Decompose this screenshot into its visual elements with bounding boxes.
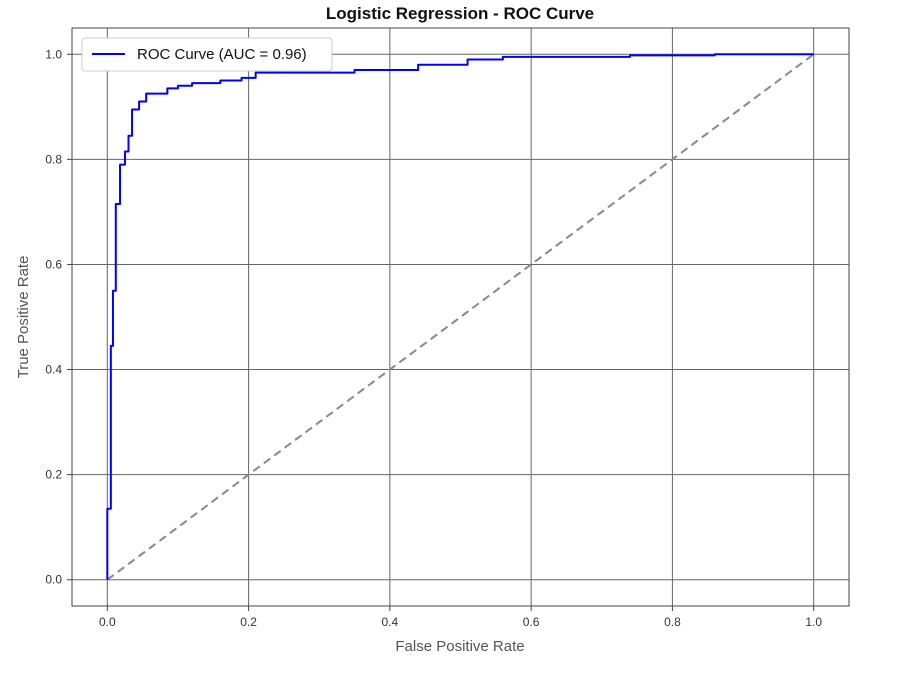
plot-area-frame — [71, 27, 850, 607]
x-tick-label: 1.0 — [805, 615, 822, 629]
chart-title: Logistic Regression - ROC Curve — [326, 4, 594, 23]
legend-label-roc: ROC Curve (AUC = 0.96) — [137, 46, 307, 63]
y-tick-label: 0.4 — [45, 363, 62, 377]
legend-box — [81, 37, 333, 72]
x-axis-label: False Positive Rate — [395, 638, 524, 655]
x-tick-label: 0.0 — [99, 615, 116, 629]
y-axis-label: True Positive Rate — [15, 256, 32, 379]
x-tick-label: 0.4 — [382, 615, 399, 629]
y-tick-label: 0.6 — [45, 257, 62, 271]
x-tick-label: 0.6 — [523, 615, 540, 629]
x-tick-label: 0.2 — [240, 615, 257, 629]
diagonal-reference-line — [106, 53, 815, 581]
x-tick-label: 0.8 — [664, 615, 681, 629]
grid — [72, 28, 849, 606]
axis-ticks: 0.0 0.2 0.4 0.6 0.8 1.0 0.0 0.2 0.4 0.6 0.8 1.0 — [45, 47, 822, 629]
y-tick-label: 0.8 — [45, 152, 62, 166]
y-tick-label: 1.0 — [45, 47, 62, 61]
series-lines — [106, 53, 815, 581]
y-tick-label: 0.0 — [45, 573, 62, 587]
legend: ROC Curve (AUC = 0.96) — [81, 37, 333, 72]
y-tick-label: 0.2 — [45, 468, 62, 482]
roc-curve-line — [106, 53, 814, 580]
